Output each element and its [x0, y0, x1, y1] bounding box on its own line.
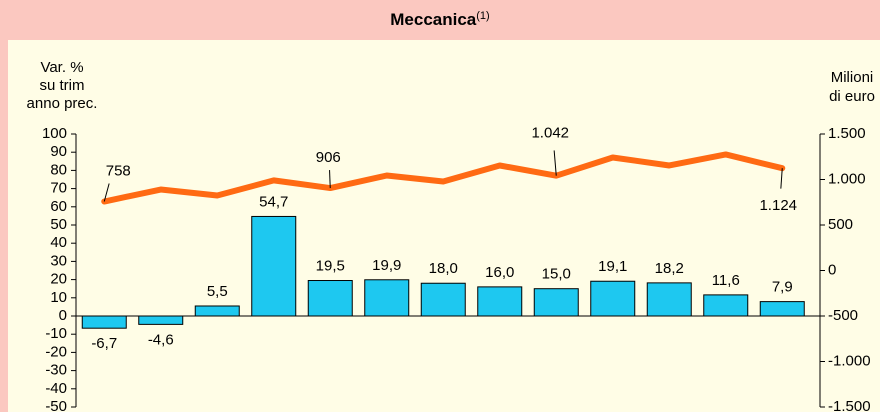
- y-tick-label: -20: [45, 343, 67, 360]
- y2-tick-label: -1.500: [828, 398, 871, 412]
- y2-tick-label: -1.000: [828, 352, 871, 369]
- y2-tick-label: -500: [828, 307, 858, 324]
- bar-label: 19,5: [316, 257, 345, 274]
- y-tick-label: 10: [50, 289, 67, 306]
- y-tick-label: 50: [50, 216, 67, 233]
- y2-tick-label: 1.500: [828, 125, 866, 142]
- y-tick-label: 90: [50, 143, 67, 160]
- y-tick-label: -10: [45, 325, 67, 342]
- y-tick-label: -50: [45, 398, 67, 412]
- y-axis-label: su trim: [40, 77, 85, 94]
- bar: [194, 305, 240, 317]
- bar-label: 5,5: [207, 283, 228, 300]
- y2-axis-label: di euro: [829, 88, 875, 105]
- line-label: 1.124: [759, 197, 797, 214]
- leader-line: [103, 183, 110, 202]
- title-note: (1): [476, 10, 489, 22]
- bar-label: 19,9: [372, 257, 401, 274]
- left-border: [0, 40, 8, 412]
- y-tick-label: -30: [45, 362, 67, 379]
- y2-tick-label: 1.000: [828, 170, 866, 187]
- bar-label: -6,7: [91, 335, 117, 352]
- bar: [646, 282, 692, 317]
- y2-tick-label: 500: [828, 216, 853, 233]
- bar: [533, 288, 579, 317]
- bar: [364, 279, 410, 317]
- bar: [307, 280, 353, 317]
- bar-label: 7,9: [772, 279, 793, 296]
- bar-label: 54,7: [259, 193, 288, 210]
- y-tick-label: 60: [50, 198, 67, 215]
- bar: [81, 315, 127, 329]
- line-label: 906: [316, 149, 341, 166]
- bar-label: 18,2: [655, 260, 684, 277]
- bar-label: 19,1: [598, 258, 627, 275]
- y2-axis-label: Milioni: [831, 69, 874, 86]
- bar: [759, 301, 805, 317]
- bar: [251, 215, 297, 317]
- leader-line: [553, 150, 557, 176]
- y-tick-label: 30: [50, 252, 67, 269]
- bar: [477, 286, 523, 317]
- y-tick-label: 0: [59, 307, 67, 324]
- leader-line: [329, 170, 331, 189]
- bar: [420, 282, 466, 317]
- y2-tick-label: 0: [828, 261, 836, 278]
- y-axis-label: anno prec.: [27, 95, 98, 112]
- bar: [590, 280, 636, 317]
- chart-title-group: Meccanica(1): [390, 10, 489, 30]
- bar-label: 15,0: [542, 266, 571, 283]
- header-band: [0, 0, 880, 40]
- y-tick-label: 20: [50, 271, 67, 288]
- bar-label: 16,0: [485, 264, 514, 281]
- bar-label: 11,6: [712, 272, 740, 289]
- y-tick-label: 100: [42, 125, 67, 142]
- y-axis-label: Var. %: [40, 59, 83, 76]
- leader-line: [780, 168, 783, 189]
- y-tick-label: 70: [50, 180, 67, 197]
- y-tick-label: 80: [50, 161, 67, 178]
- y-tick-label: 40: [50, 234, 67, 251]
- bar: [703, 294, 749, 317]
- bar-label: -4,6: [148, 331, 174, 348]
- bar-label: 18,0: [429, 260, 458, 277]
- chart-title: Meccanica: [390, 10, 477, 29]
- bar: [138, 315, 184, 325]
- line-label: 1.042: [531, 125, 569, 142]
- line: [101, 151, 786, 205]
- line-label: 758: [106, 162, 131, 179]
- y-tick-label: -40: [45, 380, 67, 397]
